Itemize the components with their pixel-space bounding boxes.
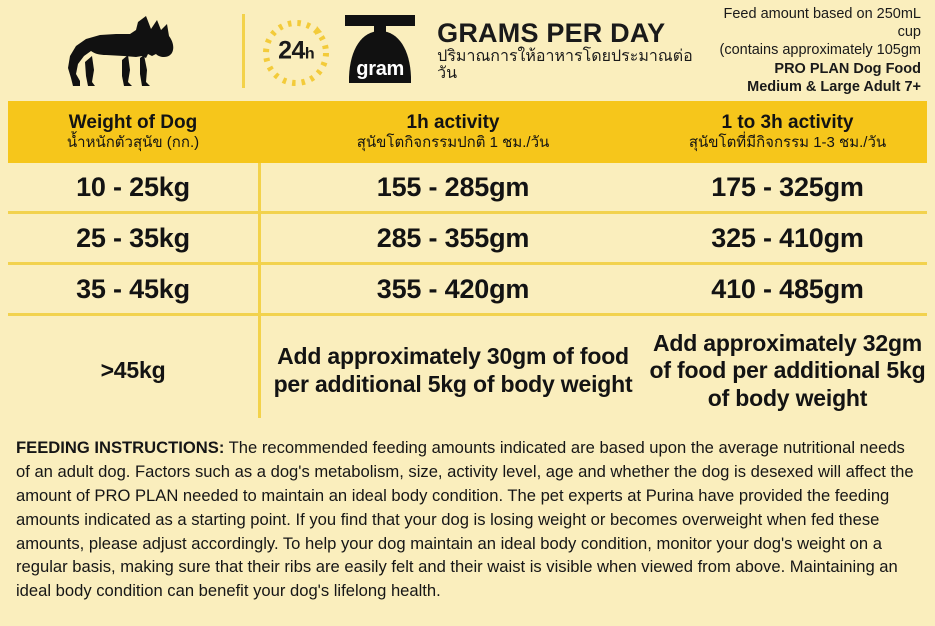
icon-zone: 24h gram GRAMS PER DAY ปริมาณการให้อาหาร…: [259, 0, 702, 101]
cup-note-line-1: Feed amount based on 250mL cup: [723, 6, 922, 41]
feeding-instructions-lead: FEEDING INSTRUCTIONS:: [16, 438, 225, 457]
cell-activity-1to3h: 175 - 325gm: [711, 171, 864, 202]
cell-activity-1to3h: 410 - 485gm: [711, 273, 864, 304]
cup-note-line-4: Medium & Large Adult 7+: [747, 78, 921, 95]
cell-activity-1h: Add approximately 30gm of food per addit…: [273, 343, 633, 397]
cell-weight: 35 - 45kg: [76, 273, 190, 304]
24h-clock-icon: 24h: [259, 14, 333, 88]
table-row: >45kg Add approximately 30gm of food per…: [8, 316, 927, 426]
header-band: 24h gram GRAMS PER DAY ปริมาณการให้อาหาร…: [0, 0, 935, 101]
cell-weight: >45kg: [100, 357, 166, 384]
column-header-weight-en: Weight of Dog: [68, 112, 198, 134]
cup-note-line-3: PRO PLAN Dog Food: [774, 60, 921, 77]
cell-activity-1to3h: 325 - 410gm: [711, 222, 864, 253]
cell-activity-1h: 155 - 285gm: [376, 171, 530, 202]
column-separator: [258, 163, 261, 418]
gram-scale-icon: gram: [339, 11, 421, 91]
title-thai: ปริมาณการให้อาหารโดยประมาณต่อวัน: [437, 47, 693, 82]
feeding-instructions-body: The recommended feeding amounts indicate…: [16, 438, 914, 601]
dog-icon-zone: [0, 0, 242, 101]
cup-note: Feed amount based on 250mL cup (contains…: [702, 5, 922, 96]
table-column-header: Weight of Dog น้ำหนักตัวสุนัข (กก.) 1h a…: [8, 101, 927, 163]
feeding-instructions: FEEDING INSTRUCTIONS: The recommended fe…: [0, 426, 935, 603]
cell-weight: 10 - 25kg: [76, 171, 190, 202]
column-header-1h-th: สุนัขโตกิจกรรมปกติ 1 ชม./วัน: [356, 133, 550, 151]
table-body: 10 - 25kg 155 - 285gm 175 - 325gm 25 - 3…: [8, 163, 927, 426]
column-header-1h: 1h activity สุนัขโตกิจกรรมปกติ 1 ชม./วัน: [258, 112, 648, 151]
cup-note-line-2: (contains approximately 105gm: [719, 42, 922, 59]
clock-unit: h: [304, 45, 315, 62]
clock-number: 24: [278, 36, 305, 64]
cell-weight: 25 - 35kg: [76, 222, 190, 253]
clock-label: 24h: [259, 36, 333, 65]
table-row: 10 - 25kg 155 - 285gm 175 - 325gm: [8, 163, 927, 214]
column-header-1to3h: 1 to 3h activity สุนัขโตที่มีกิจกรรม 1-3…: [648, 112, 927, 151]
scale-label: gram: [356, 57, 405, 80]
table-row: 25 - 35kg 285 - 355gm 325 - 410gm: [8, 214, 927, 265]
column-header-weight: Weight of Dog น้ำหนักตัวสุนัข (กก.): [8, 112, 258, 151]
title-zone: GRAMS PER DAY ปริมาณการให้อาหารโดยประมาณ…: [437, 17, 702, 83]
column-header-1to3h-en: 1 to 3h activity: [721, 112, 854, 134]
column-header-1h-en: 1h activity: [406, 112, 500, 134]
header-divider: [242, 13, 246, 88]
cell-activity-1h: 355 - 420gm: [376, 273, 530, 304]
table-row: 35 - 45kg 355 - 420gm 410 - 485gm: [8, 265, 927, 316]
cell-activity-1h: 285 - 355gm: [376, 222, 530, 253]
column-header-weight-th: น้ำหนักตัวสุนัข (กก.): [66, 133, 200, 151]
cell-activity-1to3h: Add approximately 32gm of food per addit…: [649, 329, 926, 411]
dog-silhouette-icon: [62, 12, 180, 90]
title-english: GRAMS PER DAY: [437, 17, 666, 48]
column-header-1to3h-th: สุนัขโตที่มีกิจกรรม 1-3 ชม./วัน: [688, 133, 887, 151]
